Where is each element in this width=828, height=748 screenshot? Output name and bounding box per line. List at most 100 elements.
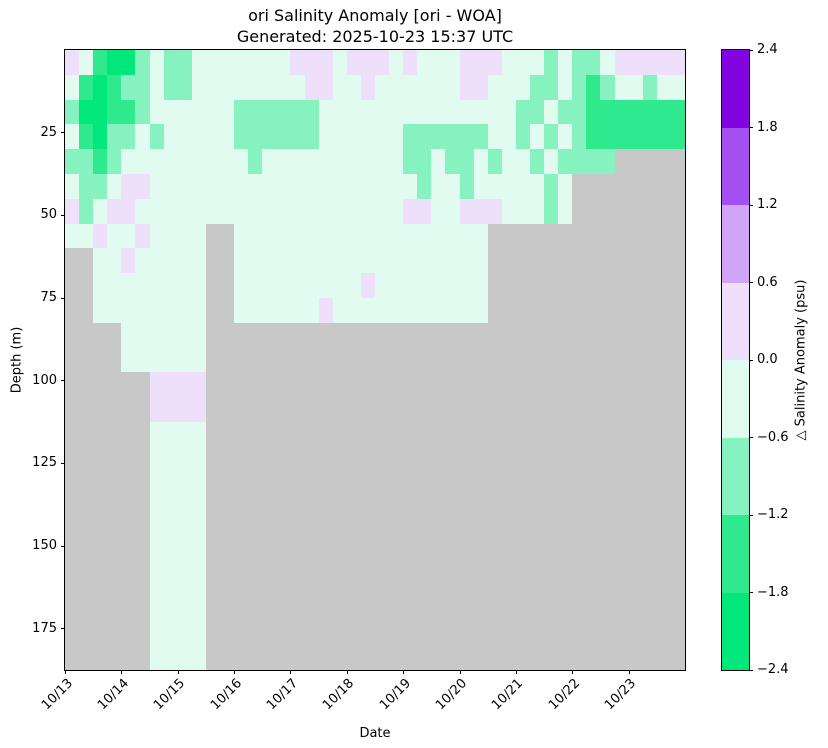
- heatmap-cell: [65, 421, 80, 447]
- heatmap-cell: [262, 471, 277, 497]
- heatmap-cell: [304, 645, 319, 670]
- heatmap-cell: [586, 347, 601, 373]
- heatmap-cell: [473, 645, 488, 670]
- heatmap-cell: [318, 496, 333, 522]
- heatmap-cell: [248, 74, 263, 100]
- heatmap-cell: [445, 273, 460, 298]
- heatmap-cell: [121, 223, 136, 249]
- heatmap-cell: [149, 595, 164, 621]
- heatmap-cell: [628, 545, 643, 571]
- heatmap-cell: [290, 124, 305, 150]
- heatmap-cell: [163, 149, 178, 174]
- heatmap-cell: [107, 347, 122, 373]
- colorbar-tick-label: −1.2: [757, 507, 789, 522]
- heatmap-cell: [121, 570, 136, 596]
- heatmap-cell: [642, 50, 657, 75]
- heatmap-cell: [586, 124, 601, 150]
- heatmap-cell: [107, 223, 122, 249]
- heatmap-cell: [234, 124, 249, 150]
- heatmap-cell: [670, 570, 685, 596]
- heatmap-cell: [360, 124, 375, 150]
- heatmap-cell: [276, 173, 291, 199]
- heatmap-cell: [417, 496, 432, 522]
- heatmap-cell: [177, 496, 192, 522]
- heatmap-cell: [262, 273, 277, 298]
- heatmap-cell: [572, 322, 587, 348]
- heatmap-cell: [107, 545, 122, 571]
- heatmap-cell: [529, 74, 545, 100]
- heatmap-cell: [417, 471, 432, 497]
- heatmap-cell: [572, 570, 587, 596]
- y-tick-mark: [61, 214, 65, 216]
- heatmap-cell: [107, 322, 122, 348]
- heatmap-cell: [149, 421, 164, 447]
- heatmap-cell: [318, 124, 333, 150]
- heatmap-cell: [234, 496, 249, 522]
- heatmap-cell: [572, 347, 587, 373]
- heatmap-cell: [544, 446, 559, 472]
- heatmap-cell: [600, 570, 615, 596]
- heatmap-cell: [656, 273, 671, 298]
- heatmap-cell: [276, 570, 291, 596]
- heatmap-cell: [473, 198, 488, 224]
- heatmap-cell: [65, 496, 80, 522]
- heatmap-cell: [121, 273, 136, 298]
- heatmap-cell: [135, 446, 150, 472]
- heatmap-cell: [389, 173, 404, 199]
- heatmap-cell: [431, 124, 446, 150]
- heatmap-cell: [262, 347, 277, 373]
- heatmap-cell: [135, 124, 150, 150]
- heatmap-cell: [79, 521, 94, 546]
- heatmap-cell: [628, 297, 643, 323]
- heatmap-cell: [445, 74, 460, 100]
- heatmap-cell: [544, 496, 559, 522]
- heatmap-cell: [487, 521, 502, 546]
- heatmap-cell: [79, 620, 94, 646]
- heatmap-cell: [135, 496, 150, 522]
- heatmap-cell: [403, 322, 418, 348]
- heatmap-cell: [304, 372, 319, 398]
- x-axis-label: Date: [359, 726, 391, 741]
- heatmap-cell: [374, 124, 390, 150]
- heatmap-cell: [515, 173, 530, 199]
- colorbar-tick-mark: [749, 204, 753, 206]
- heatmap-cell: [332, 545, 347, 571]
- heatmap-cell: [431, 99, 446, 125]
- heatmap-cell: [304, 545, 319, 571]
- heatmap-cell: [93, 397, 108, 422]
- heatmap-cell: [135, 471, 150, 497]
- heatmap-cell: [431, 521, 446, 546]
- heatmap-cell: [276, 322, 291, 348]
- heatmap-cell: [191, 149, 206, 174]
- heatmap-cell: [417, 595, 432, 621]
- heatmap-cell: [65, 149, 80, 174]
- heatmap-cell: [642, 397, 657, 422]
- heatmap-cell: [107, 198, 122, 224]
- heatmap-cell: [487, 347, 502, 373]
- heatmap-cell: [79, 372, 94, 398]
- heatmap-cell: [93, 645, 108, 670]
- heatmap-cell: [374, 173, 390, 199]
- colorbar-band: [722, 205, 749, 283]
- heatmap-cell: [290, 496, 305, 522]
- x-tick-mark: [572, 670, 574, 674]
- heatmap-cell: [628, 173, 643, 199]
- heatmap-cell: [389, 421, 404, 447]
- heatmap-cell: [219, 372, 235, 398]
- heatmap-cell: [304, 297, 319, 323]
- heatmap-cell: [656, 595, 671, 621]
- heatmap-cell: [290, 570, 305, 596]
- heatmap-cell: [586, 173, 601, 199]
- heatmap-cell: [600, 322, 615, 348]
- heatmap-cell: [417, 124, 432, 150]
- heatmap-cell: [276, 297, 291, 323]
- heatmap-cell: [473, 347, 488, 373]
- heatmap-cell: [417, 322, 432, 348]
- heatmap-cell: [445, 421, 460, 447]
- heatmap-cell: [417, 273, 432, 298]
- heatmap-cell: [656, 322, 671, 348]
- heatmap-cell: [121, 50, 136, 75]
- heatmap-cell: [586, 198, 601, 224]
- heatmap-cell: [219, 397, 235, 422]
